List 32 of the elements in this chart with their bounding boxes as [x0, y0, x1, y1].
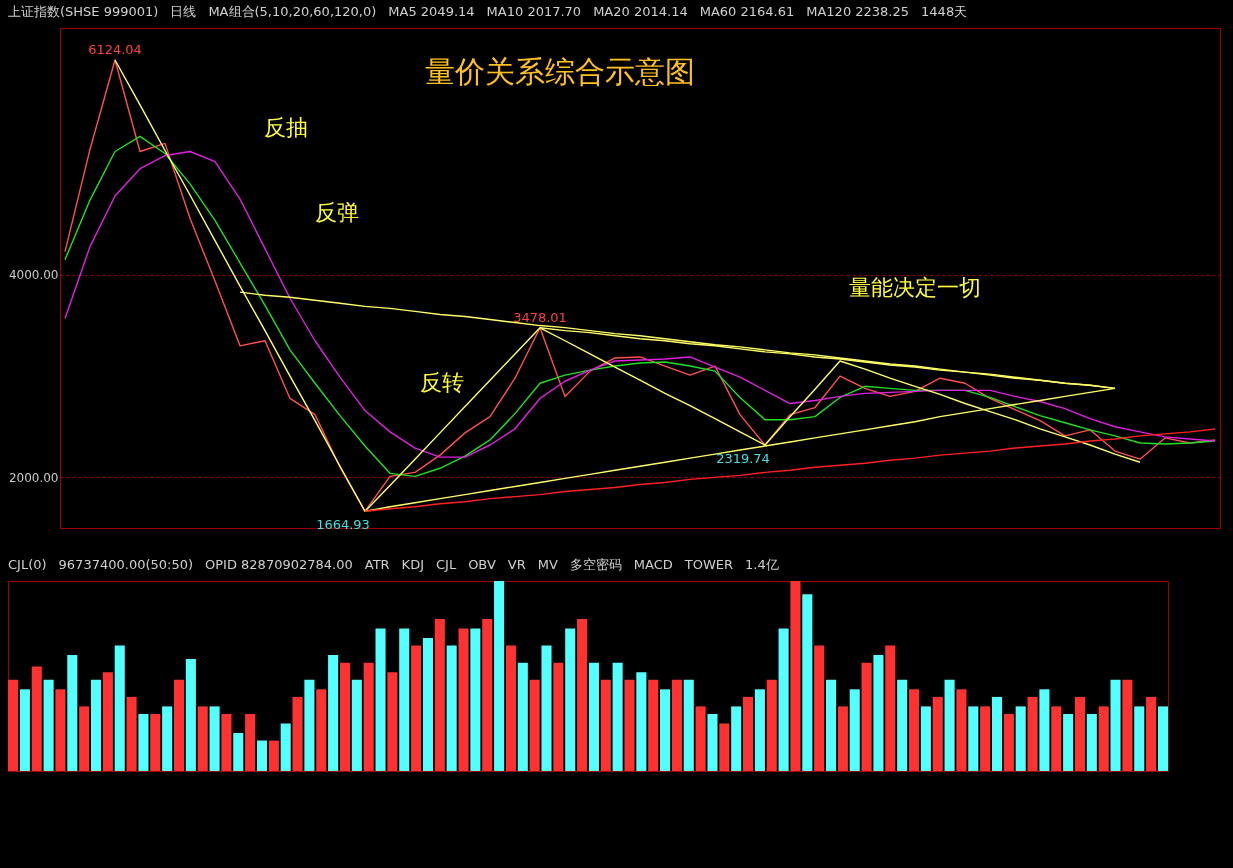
text: OBV — [468, 557, 496, 572]
text: CJL(0) — [8, 557, 47, 572]
annotation: 反转 — [419, 370, 464, 395]
text: MA5 2049.14 — [388, 4, 475, 19]
text: MA10 2017.70 — [486, 4, 582, 19]
text: MA60 2164.61 — [699, 4, 795, 19]
text: 96737400.00(50:50) — [58, 557, 194, 572]
text: KDJ — [401, 557, 424, 572]
y-tick-label: 2000.00 — [8, 470, 59, 485]
text: 量价关系综合示意图 — [425, 54, 695, 89]
text: 日线 — [170, 4, 197, 19]
annotation: 反弹 — [315, 200, 360, 225]
text: OPID 82870902784.00 — [205, 557, 353, 572]
text: VR — [507, 557, 526, 572]
text: ATR — [364, 557, 390, 572]
text: MACD — [633, 557, 673, 572]
text: 1448天 — [921, 4, 968, 19]
text: MA组合(5,10,20,60,120,0) — [208, 4, 377, 19]
text: CJL — [435, 557, 457, 572]
data-label: 3478.01 — [513, 309, 567, 325]
text: 1.4亿 — [745, 557, 779, 572]
text: MA120 2238.25 — [806, 4, 910, 19]
text: TOWER — [684, 557, 734, 572]
text: 上证指数(SHSE 999001) — [8, 4, 159, 19]
text: 多空密码 — [569, 557, 622, 572]
text: MA20 2014.14 — [593, 4, 688, 19]
y-tick-label: 4000.00 — [8, 268, 59, 283]
text: MV — [537, 557, 558, 572]
data-label: 6124.04 — [88, 41, 142, 57]
annotation: 量能决定一切 — [848, 275, 981, 300]
annotation: 反抽 — [264, 115, 309, 140]
data-label: 2319.74 — [716, 451, 770, 467]
